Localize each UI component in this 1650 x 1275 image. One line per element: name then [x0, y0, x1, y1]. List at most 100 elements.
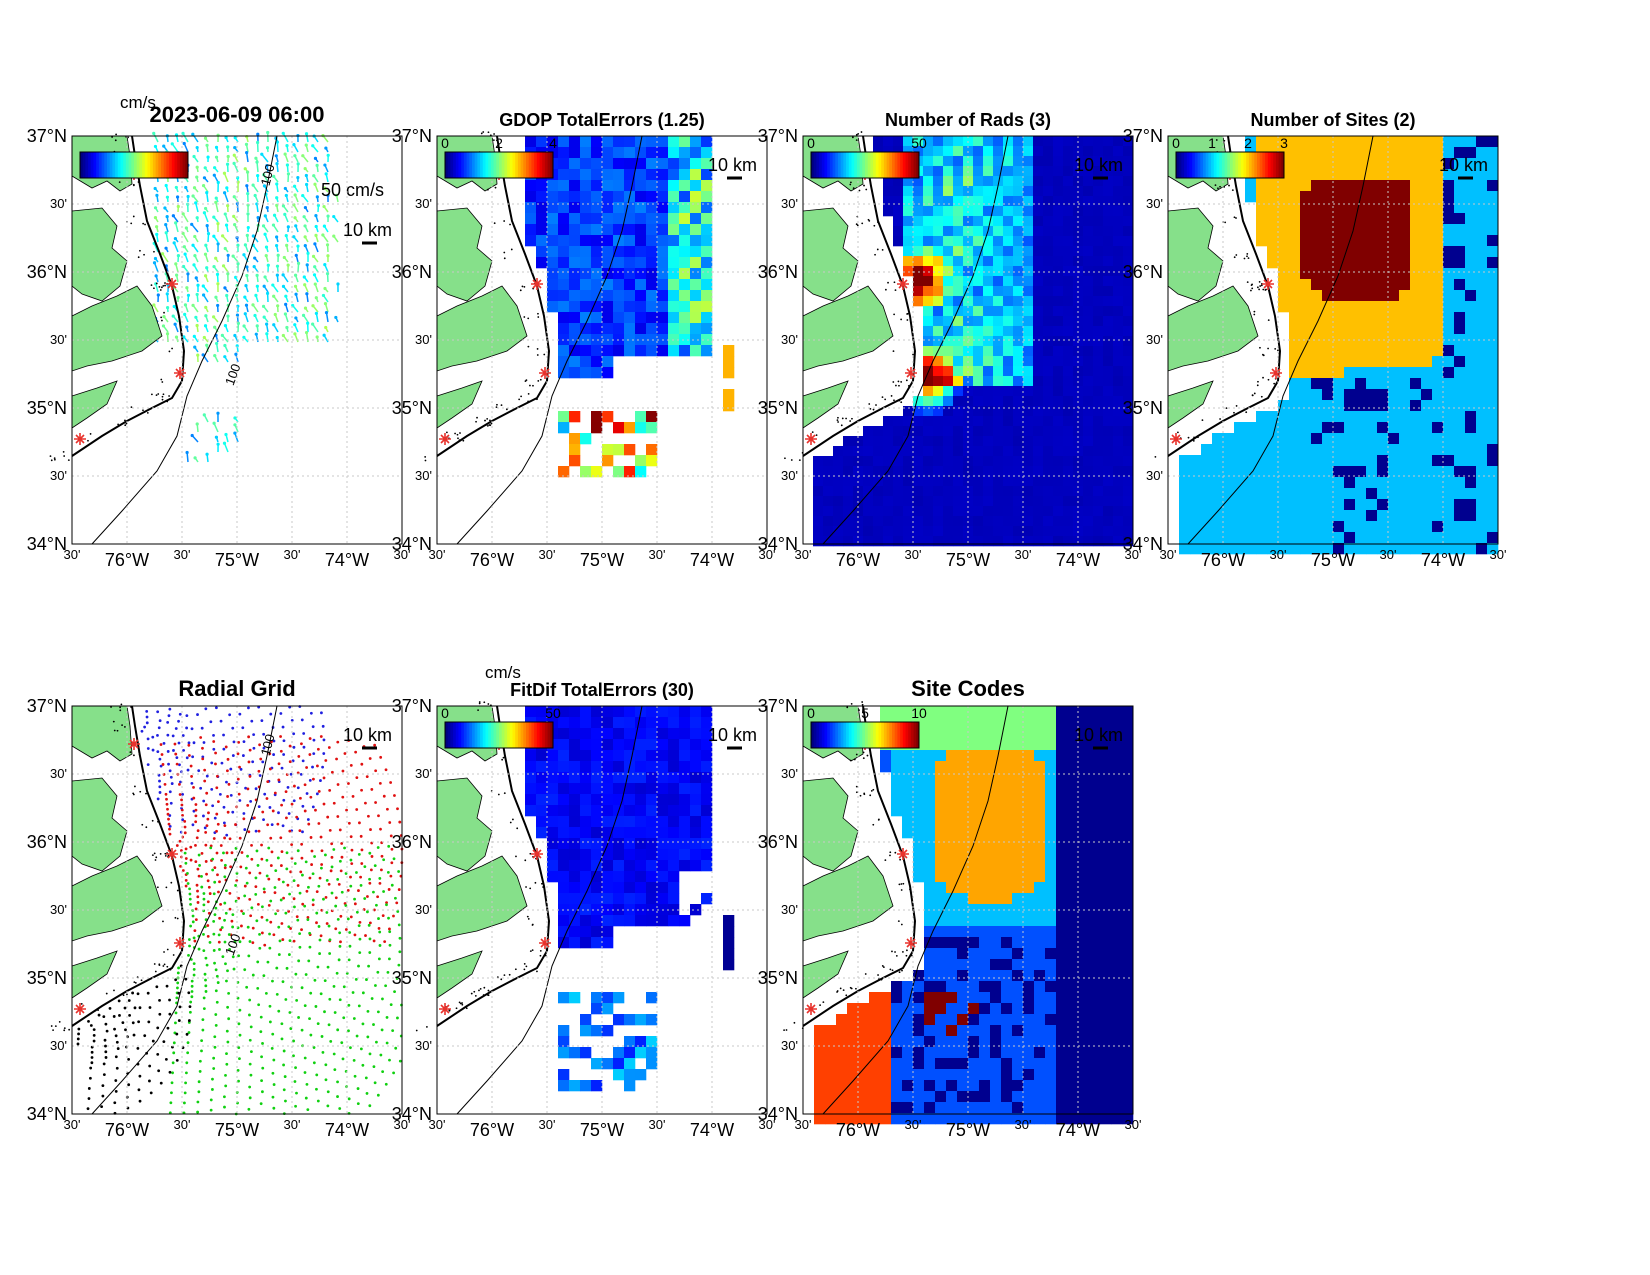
radial-grid-point: [244, 866, 248, 870]
coast-dot: [900, 401, 903, 404]
data-cell: [1023, 516, 1034, 527]
data-cell: [558, 180, 570, 192]
data-cell: [690, 268, 702, 280]
vector-head: [275, 196, 279, 200]
vector-head: [174, 335, 179, 339]
data-cell: [1377, 466, 1389, 478]
radial-grid-point: [287, 812, 291, 815]
data-cell: [613, 257, 625, 269]
data-cell: [1190, 543, 1202, 555]
data-cell: [1053, 436, 1064, 447]
vector-head: [204, 314, 208, 318]
coast-dot: [1233, 411, 1235, 414]
data-cell: [1355, 378, 1367, 390]
coastline: [436, 135, 551, 457]
radial-grid-point: [127, 1057, 131, 1061]
radial-grid-point: [300, 986, 304, 990]
coast-dot: [798, 459, 801, 461]
data-cell: [1366, 257, 1378, 269]
coast-dot: [1231, 189, 1234, 191]
radial-grid-point: [344, 928, 348, 931]
data-cell: [1289, 169, 1301, 181]
data-cell: [668, 257, 680, 269]
radial-grid-point: [369, 828, 372, 831]
data-cell: [558, 158, 570, 170]
data-cell: [1033, 406, 1044, 417]
data-cell: [953, 486, 964, 497]
data-cell: [1465, 510, 1477, 522]
data-cell: [1366, 444, 1378, 456]
radial-grid-point: [300, 742, 303, 746]
data-cell: [602, 323, 614, 335]
data-cell: [580, 246, 592, 258]
colorbar-tick: 2: [495, 135, 503, 151]
data-cell: [602, 169, 614, 181]
radial-grid-point: [215, 829, 218, 833]
data-cell: [1289, 213, 1301, 225]
radial-grid-point: [196, 829, 200, 833]
vector-head: [223, 343, 227, 348]
data-cell: [1311, 466, 1323, 478]
radial-grid-point: [217, 940, 221, 944]
radial-grid-point: [138, 1074, 142, 1078]
data-cell: [1344, 257, 1356, 269]
data-cell: [657, 191, 669, 203]
data-cell: [863, 536, 874, 547]
data-cell: [1377, 422, 1389, 434]
coast-dot: [543, 353, 546, 356]
data-cell: [1063, 376, 1074, 387]
axes-frame: [71, 705, 403, 1115]
data-cell: [1033, 246, 1044, 257]
radial-grid-point: [260, 931, 264, 935]
data-cell: [1300, 301, 1312, 313]
radial-grid-point: [298, 945, 302, 949]
radial-grid-point: [257, 769, 261, 773]
data-cell: [635, 345, 647, 357]
data-cell: [1333, 543, 1345, 555]
data-cell: [558, 323, 570, 335]
radial-grid-point: [145, 715, 149, 719]
data-cell: [1113, 236, 1124, 247]
data-cell: [1487, 433, 1499, 445]
data-cell: [657, 323, 669, 335]
radial-grid-point: [296, 918, 300, 922]
data-cell: [569, 455, 581, 467]
data-cell: [933, 376, 944, 387]
coast-dot: [527, 345, 530, 348]
data-cell: [1333, 224, 1345, 236]
data-cell: [1003, 356, 1014, 367]
radial-grid-point: [165, 802, 169, 806]
data-cell: [602, 455, 614, 467]
data-cell: [701, 706, 713, 718]
coast-dot: [855, 139, 858, 141]
data-cell: [1399, 147, 1411, 159]
data-cell: [1300, 202, 1312, 214]
data-cell: [913, 186, 924, 197]
data-cell: [1043, 386, 1054, 397]
coast-dot: [1187, 436, 1190, 439]
radial-grid-point: [198, 864, 201, 867]
data-cell: [1333, 202, 1345, 214]
colorbar-swatch: [163, 152, 167, 178]
data-cell: [1366, 477, 1378, 489]
data-cell: [1322, 246, 1334, 258]
colorbar-swatch: [900, 152, 904, 178]
data-cell: [1432, 191, 1444, 203]
radial-grid-point: [204, 984, 208, 988]
vector-head: [223, 212, 227, 216]
radial-grid-point: [341, 795, 345, 799]
radial-grid-point: [187, 754, 191, 757]
radial-grid-point: [269, 899, 273, 903]
data-cell: [1023, 326, 1034, 337]
coast-dot: [130, 706, 132, 708]
radial-grid-point: [257, 829, 261, 833]
radial-grid-point: [197, 1080, 201, 1084]
radial-grid-point: [218, 916, 222, 920]
data-cell: [1355, 202, 1367, 214]
data-cell: [1201, 455, 1213, 467]
coast-dot: [144, 223, 146, 226]
data-cell: [547, 706, 559, 718]
coast-dot: [166, 400, 169, 403]
radial-grid-point: [184, 884, 188, 888]
coast-dot: [1258, 280, 1261, 283]
